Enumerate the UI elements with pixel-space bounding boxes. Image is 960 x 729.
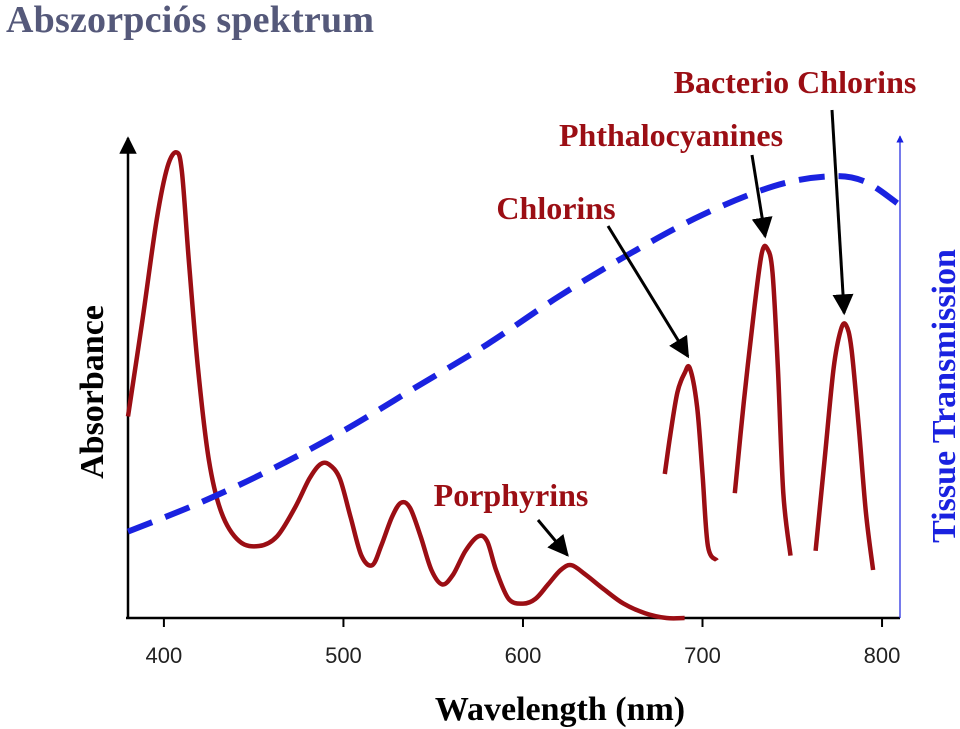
- x-tick-label-600: 600: [505, 643, 542, 668]
- series-tissue-transmission: [126, 173, 902, 535]
- annotation-porphyrins: Porphyrins: [434, 477, 589, 513]
- x-tick-label-400: 400: [146, 643, 183, 668]
- page-title: Abszorpciós spektrum: [6, 0, 375, 41]
- arrow-porphyrins: [536, 519, 569, 557]
- x-tick-label-800: 800: [864, 643, 901, 668]
- x-tick-group: 400 500 600 700 800: [146, 618, 901, 668]
- x-tick-label-700: 700: [684, 643, 721, 668]
- y-axis-label: Absorbance: [74, 305, 111, 479]
- annotation-phthalocyanines: Phthalocyanines: [559, 117, 783, 153]
- series-chlorins: [662, 363, 719, 562]
- arrow-chlorins: [606, 225, 690, 359]
- series-phthalocyanines: [732, 243, 793, 556]
- arrow-bacterio: [830, 109, 854, 316]
- series-spectrum: [125, 150, 685, 621]
- annotation-bacterio-chlorins: Bacterio Chlorins: [674, 64, 917, 100]
- annotation-chlorins: Chlorins: [496, 190, 615, 226]
- series-bacterio-chlorins: [813, 321, 876, 571]
- arrow-phthalocyanines: [750, 154, 773, 239]
- curve-group: [125, 150, 902, 621]
- annotation-arrow-group: [536, 109, 854, 557]
- x-tick-label-500: 500: [325, 643, 362, 668]
- y2-axis-label: Tissue Transmission: [926, 249, 960, 543]
- x-axis-label: Wavelength (nm): [435, 691, 685, 728]
